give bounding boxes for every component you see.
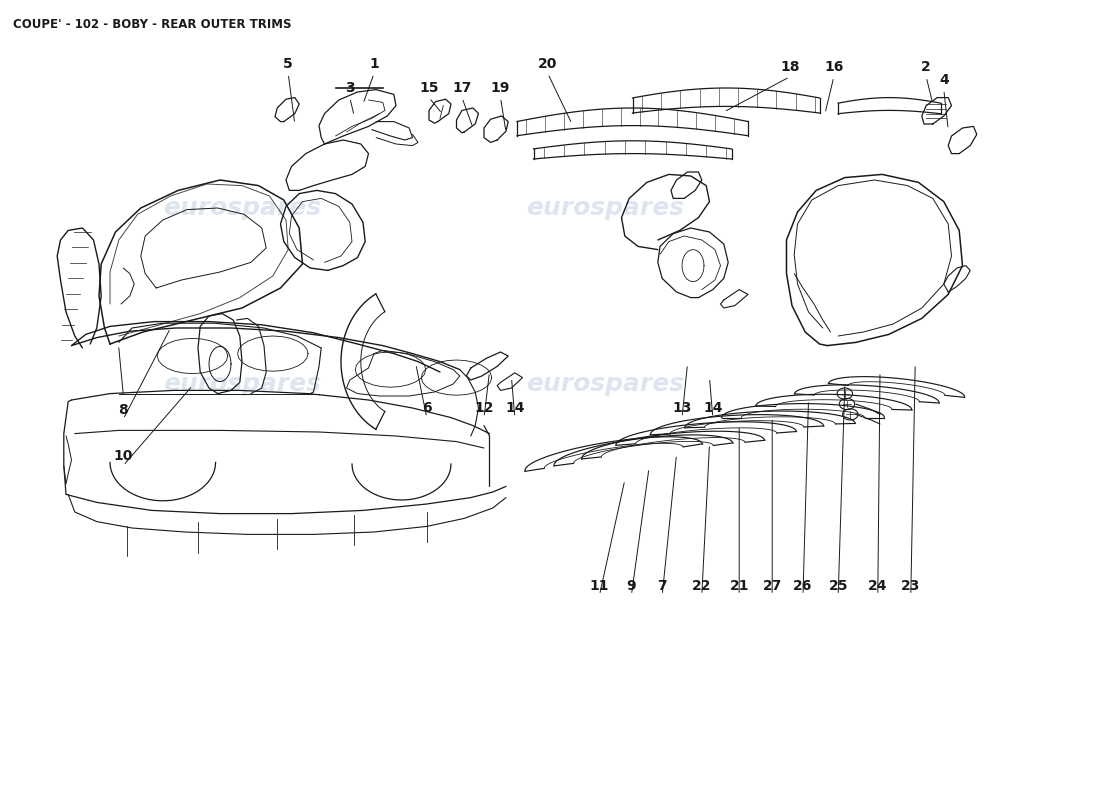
Text: 17: 17 bbox=[452, 81, 472, 95]
Text: 27: 27 bbox=[762, 578, 782, 593]
Text: 9: 9 bbox=[627, 578, 636, 593]
Text: 8: 8 bbox=[119, 402, 128, 417]
Text: 19: 19 bbox=[491, 81, 510, 95]
Text: eurospares: eurospares bbox=[526, 372, 684, 396]
Text: 24: 24 bbox=[868, 578, 888, 593]
Text: 4: 4 bbox=[939, 73, 948, 87]
Text: 25: 25 bbox=[828, 578, 848, 593]
Text: COUPE' - 102 - BOBY - REAR OUTER TRIMS: COUPE' - 102 - BOBY - REAR OUTER TRIMS bbox=[13, 18, 292, 30]
Text: 26: 26 bbox=[793, 578, 813, 593]
Text: 15: 15 bbox=[419, 81, 439, 95]
Text: 6: 6 bbox=[422, 401, 431, 415]
Text: 13: 13 bbox=[672, 401, 692, 415]
Text: 12: 12 bbox=[474, 401, 494, 415]
Text: 18: 18 bbox=[780, 60, 800, 74]
Text: 3: 3 bbox=[345, 81, 354, 95]
Text: eurospares: eurospares bbox=[163, 372, 321, 396]
Text: 21: 21 bbox=[729, 578, 749, 593]
Text: 14: 14 bbox=[703, 401, 723, 415]
Text: 2: 2 bbox=[922, 60, 931, 74]
Text: 7: 7 bbox=[658, 578, 667, 593]
Text: 14: 14 bbox=[505, 401, 525, 415]
Text: eurospares: eurospares bbox=[526, 196, 684, 220]
Text: 22: 22 bbox=[692, 578, 712, 593]
Text: 20: 20 bbox=[538, 57, 558, 71]
Text: 16: 16 bbox=[824, 60, 844, 74]
Text: eurospares: eurospares bbox=[163, 196, 321, 220]
Text: 1: 1 bbox=[370, 57, 378, 71]
Text: 5: 5 bbox=[284, 57, 293, 71]
Text: 10: 10 bbox=[113, 449, 133, 463]
Text: 11: 11 bbox=[590, 578, 609, 593]
Text: 23: 23 bbox=[901, 578, 921, 593]
